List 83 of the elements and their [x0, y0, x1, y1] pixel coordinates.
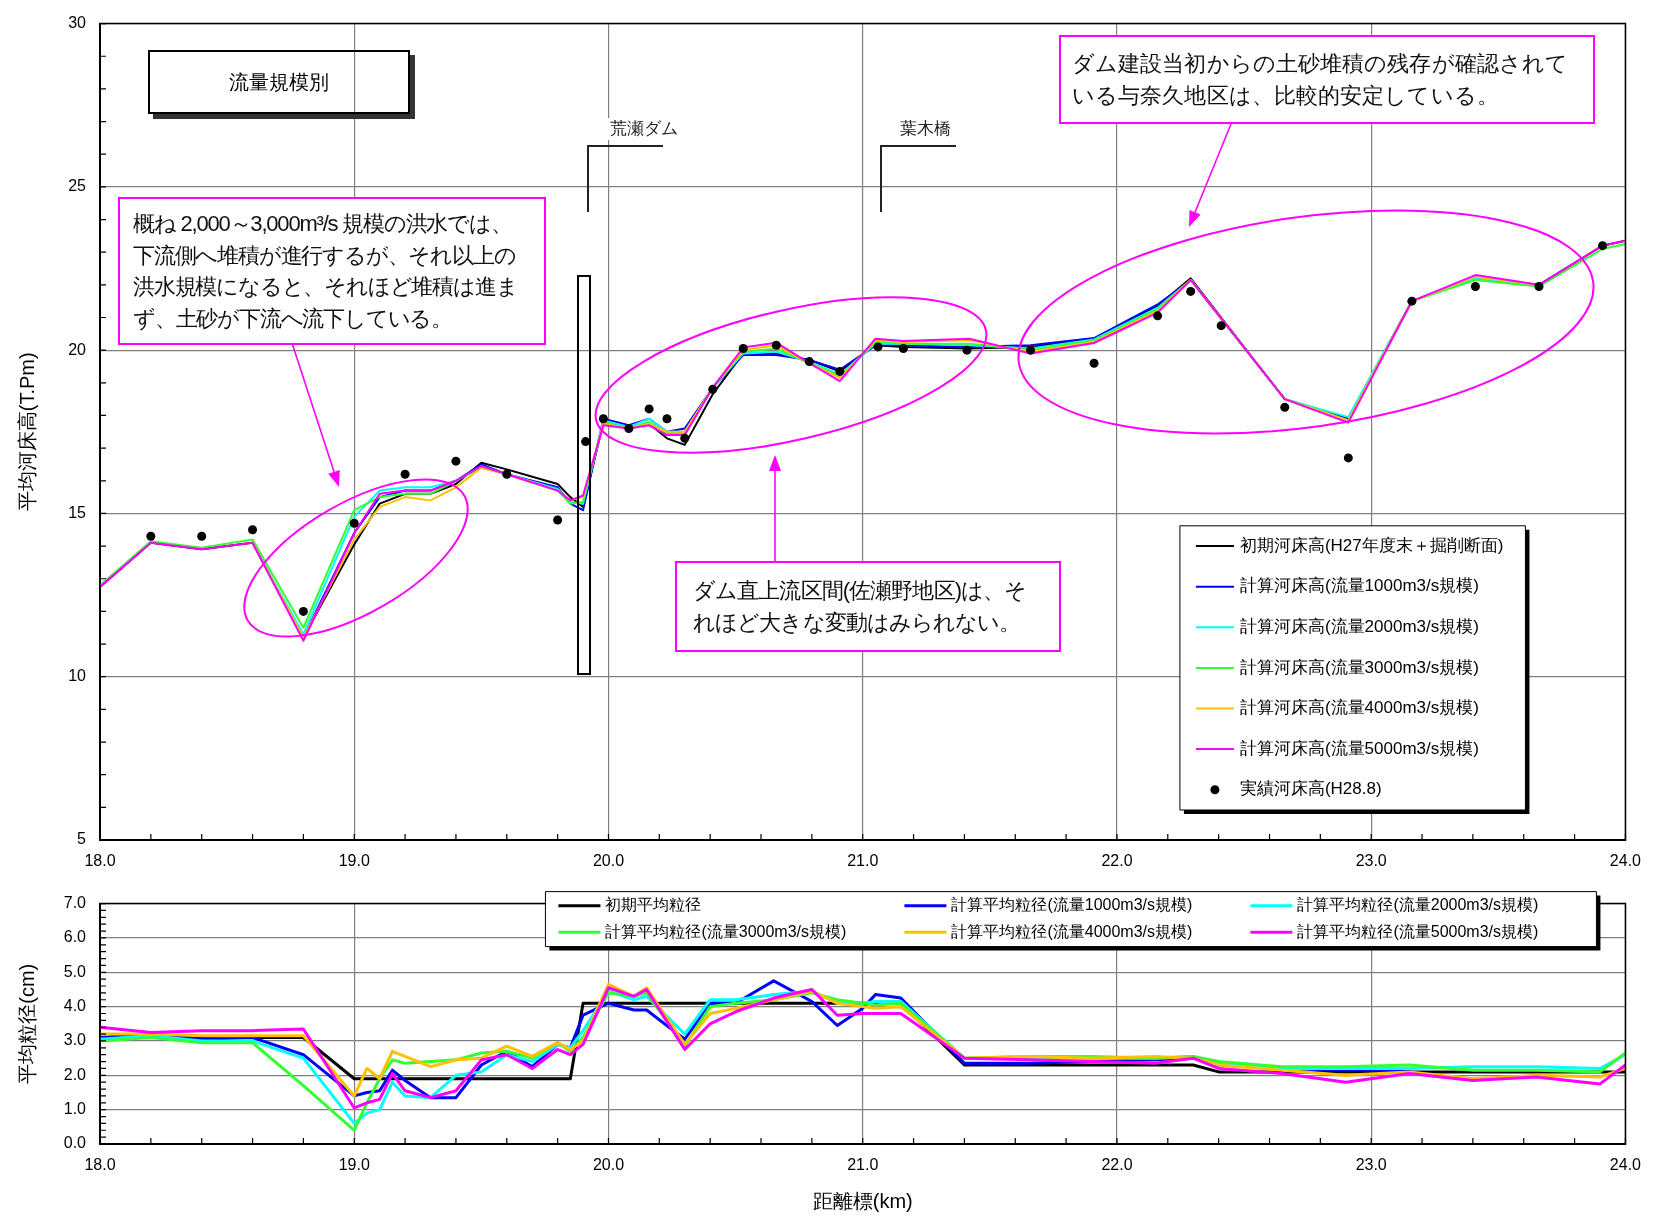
y-tick-label: 0.0 — [63, 1134, 87, 1152]
y-axis-title: 平均河床高(T.Pm) — [15, 352, 38, 512]
point — [624, 424, 634, 434]
point — [598, 414, 608, 424]
x-tick-label: 18.0 — [84, 1156, 116, 1174]
point — [197, 531, 207, 541]
x-tick-label: 23.0 — [1355, 1156, 1387, 1174]
point — [451, 456, 461, 466]
x-tick-label: 18.0 — [84, 852, 116, 870]
point — [873, 342, 883, 352]
point — [1026, 345, 1036, 355]
x-tick-label: 24.0 — [1609, 1156, 1642, 1174]
x-tick-label: 23.0 — [1355, 852, 1387, 870]
x-tick-label: 21.0 — [847, 1156, 879, 1174]
y-tick-label: 5 — [77, 830, 87, 848]
y-tick-label: 25 — [68, 177, 87, 195]
point — [146, 531, 156, 541]
point — [680, 433, 690, 443]
point — [771, 340, 781, 350]
point — [248, 525, 258, 535]
x-tick-label: 22.0 — [1101, 1156, 1133, 1174]
y-tick-label: 10 — [68, 667, 87, 685]
y-tick-label: 30 — [68, 14, 87, 32]
point — [1186, 286, 1196, 296]
legend-label: 計算平均粒径(流量1000m3/s規模) — [951, 896, 1193, 914]
y-tick-label: 2.0 — [63, 1065, 87, 1083]
point — [662, 414, 672, 424]
point — [553, 515, 563, 525]
legend-label: 計算河床高(流量5000m3/s規模) — [1239, 738, 1479, 758]
x-tick-label: 20.0 — [592, 852, 625, 870]
annotation: 荒瀬ダム — [608, 118, 680, 140]
x-tick-label: 19.0 — [338, 1156, 370, 1174]
y-tick-label: 1.0 — [63, 1100, 87, 1118]
legend-label: 計算平均粒径(流量4000m3/s規模) — [951, 922, 1193, 940]
legend-label: 計算平均粒径(流量2000m3/s規模) — [1297, 896, 1539, 914]
point — [1534, 281, 1544, 291]
point — [1280, 402, 1290, 412]
annotation: 葉木橋 — [898, 118, 953, 140]
x-tick-label: 21.0 — [847, 852, 879, 870]
legend-label: 計算平均粒径(流量3000m3/s規模) — [605, 922, 847, 940]
point — [804, 357, 814, 367]
y-tick-label: 7.0 — [63, 894, 87, 912]
point — [400, 469, 410, 479]
annotation: 概ね 2,000～3,000m³/s 規模の洪水では、下流側へ堆積が進行するが、それ以上の洪水規模になると、それほど堆積は進まず、土砂が下流へ流下している。 — [118, 197, 546, 346]
y-axis-title: 平均粒径(cm) — [15, 963, 38, 1084]
y-tick-label: 15 — [68, 503, 87, 521]
y-tick-label: 3.0 — [63, 1031, 87, 1049]
x-tick-label: 19.0 — [338, 852, 370, 870]
legend-label: 初期河床高(H27年度末＋掘削断面) — [1239, 535, 1504, 555]
point — [1598, 241, 1608, 251]
point — [962, 345, 972, 355]
x-axis-title: 距離標(km) — [812, 1189, 913, 1212]
y-tick-label: 4.0 — [63, 997, 87, 1015]
legend-label: 計算河床高(流量3000m3/s規模) — [1239, 657, 1479, 677]
legend-label: 実績河床高(H28.8) — [1239, 779, 1382, 799]
legend-label: 計算河床高(流量1000m3/s規模) — [1239, 576, 1479, 596]
point — [1470, 281, 1480, 291]
x-tick-label: 20.0 — [592, 1156, 625, 1174]
point — [1407, 296, 1417, 306]
point — [738, 344, 748, 354]
legend-label: 初期平均粒径 — [605, 896, 702, 914]
point — [502, 469, 512, 479]
point — [708, 384, 718, 394]
point — [349, 518, 359, 528]
legend-label: 計算河床高(流量4000m3/s規模) — [1239, 698, 1479, 718]
y-tick-label: 6.0 — [63, 928, 87, 946]
point — [898, 344, 908, 354]
annotation: ダム建設当初からの土砂堆積の残存が確認されている与奈久地区は、比較的安定している。 — [1059, 35, 1595, 125]
point — [1343, 453, 1353, 463]
y-tick-label: 20 — [68, 340, 87, 358]
point — [298, 606, 308, 616]
point — [644, 404, 654, 414]
legend-label: 計算平均粒径(流量5000m3/s規模) — [1297, 922, 1539, 940]
point — [835, 366, 845, 376]
x-tick-label: 24.0 — [1609, 852, 1642, 870]
annotation: ダム直上流区間(佐瀬野地区)は、それほど大きな変動はみられない。 — [675, 561, 1061, 653]
point — [1216, 321, 1226, 331]
point — [1153, 311, 1163, 321]
point — [1089, 358, 1099, 368]
y-tick-label: 5.0 — [63, 962, 87, 980]
text: 流量規模別 — [148, 50, 410, 114]
x-tick-label: 22.0 — [1101, 852, 1133, 870]
legend-label: 計算河床高(流量2000m3/s規模) — [1239, 616, 1479, 636]
